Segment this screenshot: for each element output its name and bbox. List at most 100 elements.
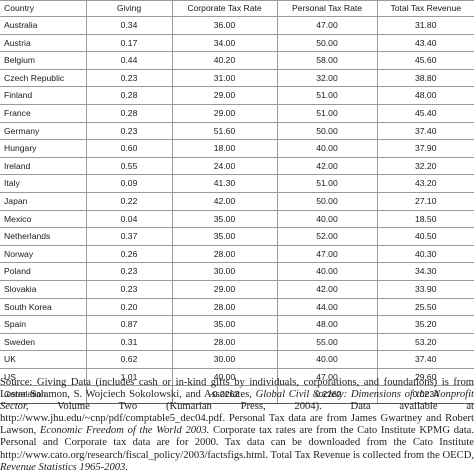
country-cell: Norway [0, 245, 87, 264]
personal-tax-cell: 32.00 [277, 69, 378, 88]
total-revenue-cell: 29.60 [377, 368, 474, 387]
table-row: Hungary 0.60 18.00 40.00 37.90 [0, 139, 474, 158]
country-cell: US [0, 368, 87, 387]
personal-tax-cell: 47.00 [277, 368, 378, 387]
table-row: Australia 0.34 36.00 47.00 31.80 [0, 16, 474, 35]
country-cell: Belgium [0, 51, 87, 70]
table-row: Slovakia 0.23 29.00 42.00 33.90 [0, 280, 474, 299]
country-cell: Germany [0, 122, 87, 141]
table-row: US 1.01 40.00 47.00 29.60 [0, 368, 474, 387]
giving-cell: 0.17 [86, 34, 173, 53]
corporate-tax-cell: 28.00 [172, 333, 278, 352]
corporate-tax-cell: 31.00 [172, 69, 278, 88]
table-row: Poland 0.23 30.00 40.00 34.30 [0, 262, 474, 281]
personal-tax-cell: 58.00 [277, 51, 378, 70]
personal-tax-cell: 55.00 [277, 333, 378, 352]
giving-cell: 0.34 [86, 16, 173, 35]
giving-cell: 0.62 [86, 350, 173, 369]
giving-cell: 0.22 [86, 192, 173, 211]
source-note-book-title-2: Economic Freedom of the World 2003. [39, 425, 210, 437]
corporate-tax-cell: 28.00 [172, 298, 278, 317]
header-giving: Giving [86, 0, 173, 17]
total-revenue-cell: 43.40 [377, 34, 474, 53]
giving-cell: 0.20 [86, 298, 173, 317]
header-total-tax-revenue: Total Tax Revenue [377, 0, 474, 17]
correlation-corporate-tax: -0.2262 [172, 385, 278, 405]
personal-tax-cell: 40.00 [277, 350, 378, 369]
total-revenue-cell: 45.60 [377, 51, 474, 70]
header-country: Country [0, 0, 87, 17]
total-revenue-cell: 45.40 [377, 104, 474, 123]
corporate-tax-cell: 24.00 [172, 157, 278, 176]
table-row: UK 0.62 30.00 40.00 37.40 [0, 350, 474, 369]
giving-cell: 0.60 [86, 139, 173, 158]
table-row: South Korea 0.20 28.00 44.00 25.50 [0, 298, 474, 317]
corporate-tax-cell: 40.00 [172, 368, 278, 387]
correlation-label: Correlation [0, 385, 87, 405]
giving-cell: 0.23 [86, 69, 173, 88]
personal-tax-cell: 50.00 [277, 192, 378, 211]
country-cell: Slovakia [0, 280, 87, 299]
country-cell: UK [0, 350, 87, 369]
corporate-tax-cell: 51.60 [172, 122, 278, 141]
country-cell: Ireland [0, 157, 87, 176]
source-note-book-title-1: Global Civil Society: Dimensions of the … [0, 389, 474, 413]
giving-cell: 0.31 [86, 333, 173, 352]
total-revenue-cell: 33.90 [377, 280, 474, 299]
total-revenue-cell: 34.30 [377, 262, 474, 281]
table-row: Austria 0.17 34.00 50.00 43.40 [0, 34, 474, 53]
table-row: Mexico 0.04 35.00 40.00 18.50 [0, 210, 474, 229]
table-row: Belgium 0.44 40.20 58.00 45.60 [0, 51, 474, 70]
corporate-tax-cell: 34.00 [172, 34, 278, 53]
giving-cell: 0.87 [86, 315, 173, 334]
personal-tax-cell: 42.00 [277, 157, 378, 176]
source-note-text-2: Volume Two (Kumarian Press, 2004). Data … [0, 401, 474, 437]
country-cell: Mexico [0, 210, 87, 229]
corporate-tax-cell: 30.00 [172, 350, 278, 369]
giving-cell: 0.23 [86, 262, 173, 281]
country-cell: Japan [0, 192, 87, 211]
table-body: Australia 0.34 36.00 47.00 31.80 Austria 0.17 3… [0, 16, 474, 405]
corporate-tax-cell: 42.00 [172, 192, 278, 211]
corporate-tax-cell: 18.00 [172, 139, 278, 158]
giving-cell: 0.26 [86, 245, 173, 264]
header-corporate-tax-rate: Corporate Tax Rate [172, 0, 278, 17]
total-revenue-cell: 31.80 [377, 16, 474, 35]
personal-tax-cell: 40.00 [277, 210, 378, 229]
giving-cell: 0.44 [86, 51, 173, 70]
giving-cell: 0.55 [86, 157, 173, 176]
country-cell: France [0, 104, 87, 123]
giving-cell: 0.23 [86, 280, 173, 299]
total-revenue-cell: 37.40 [377, 122, 474, 141]
table-row: Spain 0.87 35.00 48.00 35.20 [0, 315, 474, 334]
table-row: Ireland 0.55 24.00 42.00 32.20 [0, 157, 474, 176]
corporate-tax-cell: 28.00 [172, 245, 278, 264]
personal-tax-cell: 50.00 [277, 122, 378, 141]
country-cell: Netherlands [0, 227, 87, 246]
total-revenue-cell: 48.00 [377, 86, 474, 105]
source-note: Source: Giving Data (includes cash or in… [0, 377, 474, 474]
country-cell: Sweden [0, 333, 87, 352]
corporate-tax-cell: 30.00 [172, 262, 278, 281]
table-row: Netherlands 0.37 35.00 52.00 40.50 [0, 227, 474, 246]
giving-cell: 0.28 [86, 86, 173, 105]
country-cell: Finland [0, 86, 87, 105]
personal-tax-cell: 47.00 [277, 16, 378, 35]
correlation-giving [86, 385, 173, 405]
personal-tax-cell: 47.00 [277, 245, 378, 264]
corporate-tax-cell: 36.00 [172, 16, 278, 35]
table-row: Finland 0.28 29.00 51.00 48.00 [0, 86, 474, 105]
corporate-tax-cell: 35.00 [172, 227, 278, 246]
table-row: Italy 0.09 41.30 51.00 43.20 [0, 174, 474, 193]
giving-cell: 0.04 [86, 210, 173, 229]
source-note-text-1: Source: Giving Data (includes cash or in… [0, 377, 474, 401]
corporate-tax-cell: 40.20 [172, 51, 278, 70]
correlation-row: Correlation -0.2262 -0.2262 0.0234 [0, 385, 474, 405]
country-cell: Spain [0, 315, 87, 334]
total-revenue-cell: 18.50 [377, 210, 474, 229]
personal-tax-cell: 51.00 [277, 174, 378, 193]
corporate-tax-cell: 29.00 [172, 86, 278, 105]
corporate-tax-cell: 41.30 [172, 174, 278, 193]
personal-tax-cell: 40.00 [277, 262, 378, 281]
giving-cell: 0.23 [86, 122, 173, 141]
